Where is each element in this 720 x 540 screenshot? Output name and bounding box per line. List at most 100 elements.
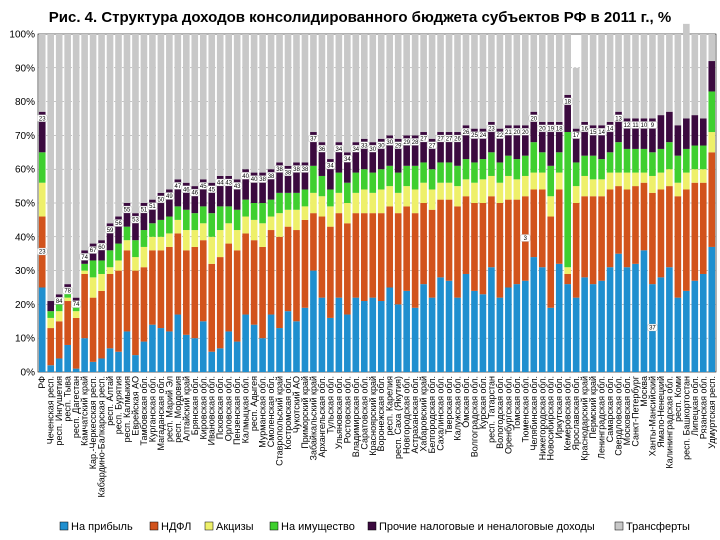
bar-segment (360, 138, 368, 170)
bar-segment (327, 189, 334, 207)
bar-segment (403, 135, 410, 166)
bar-segment (140, 34, 148, 203)
bar-segment (496, 128, 504, 163)
bar-segment (199, 223, 207, 241)
x-tick-label: Хабаровский край (419, 376, 429, 452)
bar-segment (479, 294, 487, 372)
x-tick-label: Томская обл. (512, 376, 522, 431)
x-tick-label: Алтайский край (181, 376, 191, 441)
x-tick-label: Псковская обл. (215, 376, 225, 439)
bar-segment (310, 270, 317, 372)
data-label: 33 (361, 143, 368, 149)
bar-segment (564, 267, 571, 274)
data-label-bg (164, 192, 175, 200)
bar-segment (191, 213, 199, 231)
bar-segment (640, 148, 648, 173)
bar-segment (479, 203, 487, 295)
x-tick-label: Нижегородская обл. (537, 376, 547, 460)
x-tick-label: Удмуртская респ. (707, 376, 717, 449)
data-label: 38 (285, 170, 292, 176)
bar-segment (293, 162, 300, 193)
bar-segment (564, 34, 571, 95)
data-label-bg (130, 215, 141, 224)
data-label: 45 (208, 187, 215, 193)
bar-segment (598, 179, 605, 197)
bar-segment (683, 189, 690, 291)
data-label: 27 (446, 137, 453, 143)
bar-segment (191, 246, 199, 339)
bar-segment (284, 311, 292, 372)
x-tick-label: Калмыцкая обл. (241, 376, 251, 443)
bar-segment (640, 118, 648, 149)
y-tick-label: 70% (15, 131, 35, 142)
y-tick-label: 40% (15, 232, 35, 243)
bar-segment (166, 34, 173, 190)
x-tick-label: Иркутская обл. (554, 376, 564, 439)
bar-segment (657, 172, 665, 190)
bar-segment (632, 118, 639, 149)
bar-segment (276, 162, 283, 193)
bar-segment (674, 297, 682, 372)
bar-segment (233, 230, 241, 251)
y-tick-label: 0% (21, 368, 36, 379)
bar-segment (420, 182, 427, 203)
bar-segment (149, 236, 156, 251)
bar-segment (233, 341, 241, 372)
bar-segment (242, 169, 249, 200)
bar-segment (513, 159, 521, 180)
bar-segment (166, 233, 173, 247)
bar-segment (174, 34, 182, 180)
bar-segment (123, 331, 131, 372)
bar-segment (454, 297, 461, 372)
bar-segment (513, 179, 521, 200)
bar-segment (615, 172, 622, 187)
data-label-bg (206, 185, 217, 193)
bar-segment (471, 128, 478, 163)
data-label: 10 (641, 123, 648, 129)
bar-segment (174, 219, 182, 234)
data-label-bg (647, 121, 658, 129)
bar-segment (699, 182, 707, 274)
bar-segment (606, 34, 614, 122)
x-tick-label: Ульяновская обл. (334, 376, 344, 449)
bar-segment (488, 267, 495, 372)
y-axis: 0% 10% 20% 30% 40% 50% 60% 70% 80% 90% 100% (9, 30, 35, 379)
bar-segment (157, 219, 165, 237)
bar-segment (335, 142, 343, 173)
bar-segment (208, 263, 216, 352)
bar-segment (344, 182, 351, 203)
bar-segment (157, 34, 165, 193)
data-label-bg (342, 155, 353, 163)
x-tick-label: респ. Дагестан (71, 376, 81, 438)
bar-segment (632, 186, 639, 264)
data-label: 30 (386, 140, 393, 146)
bar-segment (55, 311, 63, 322)
bar-segment (106, 223, 114, 251)
data-label-bg (104, 226, 116, 234)
data-label: 74 (81, 255, 88, 261)
bar-segment (115, 34, 122, 217)
bar-segment (606, 152, 614, 173)
bar-segment (615, 186, 622, 254)
bar-segment (132, 270, 139, 356)
bar-segment (547, 307, 555, 372)
bar-segment (555, 34, 563, 122)
bar-segment (640, 250, 648, 372)
bar-segment (632, 34, 639, 119)
data-label-bg (452, 134, 463, 143)
bar-segment (691, 34, 699, 116)
bar-segment (386, 34, 394, 136)
x-tick-label: Приморский край (300, 376, 310, 449)
bar-segment (420, 34, 427, 133)
bar-segment (513, 125, 521, 160)
bar-segment (225, 175, 232, 207)
bar-segment (505, 175, 512, 200)
bar-segment (454, 132, 461, 166)
bar-segment (394, 138, 402, 173)
bar-segment (166, 331, 173, 372)
bar-segment (411, 34, 419, 136)
bar-segment (293, 230, 300, 322)
bar-segment (691, 115, 699, 146)
data-label: 44 (217, 181, 224, 187)
bar-segment (691, 280, 699, 372)
